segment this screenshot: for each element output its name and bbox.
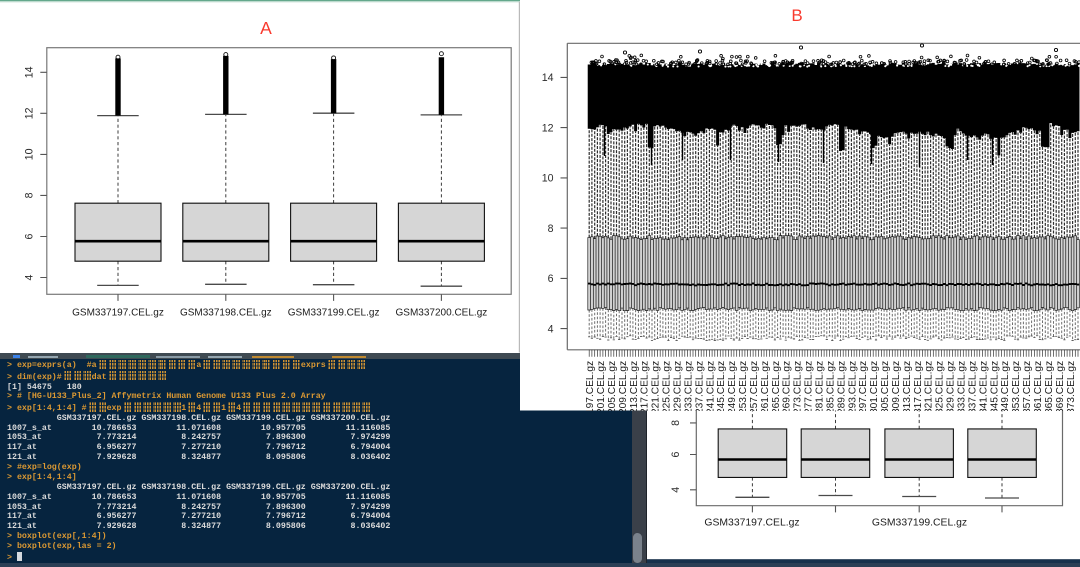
svg-text:GSM337209.CEL.gz: GSM337209.CEL.gz: [618, 361, 629, 411]
svg-text:GSM337289.CEL.gz: GSM337289.CEL.gz: [836, 361, 847, 411]
svg-text:GSM337273.CEL.gz: GSM337273.CEL.gz: [793, 361, 804, 411]
svg-text:GSM337197.CEL.gz: GSM337197.CEL.gz: [585, 361, 596, 411]
svg-text:GSM337297.CEL.gz: GSM337297.CEL.gz: [858, 361, 869, 411]
svg-text:GSM337197.CEL.gz: GSM337197.CEL.gz: [72, 308, 164, 319]
svg-text:GSM337373.CEL.gz: GSM337373.CEL.gz: [1066, 361, 1077, 411]
svg-text:GSM337198.CEL.gz: GSM337198.CEL.gz: [180, 308, 272, 319]
svg-text:GSM337305.CEL.gz: GSM337305.CEL.gz: [880, 361, 891, 411]
svg-text:GSM337317.CEL.gz: GSM337317.CEL.gz: [913, 361, 924, 411]
svg-text:GSM337353.CEL.gz: GSM337353.CEL.gz: [1011, 361, 1022, 411]
svg-text:GSM337309.CEL.gz: GSM337309.CEL.gz: [891, 361, 902, 411]
svg-text:8: 8: [24, 192, 36, 198]
svg-text:GSM337321.CEL.gz: GSM337321.CEL.gz: [924, 361, 935, 411]
svg-text:GSM337249.CEL.gz: GSM337249.CEL.gz: [727, 361, 738, 411]
svg-text:GSM337357.CEL.gz: GSM337357.CEL.gz: [1022, 361, 1033, 411]
svg-text:GSM337365.CEL.gz: GSM337365.CEL.gz: [1044, 361, 1055, 411]
svg-text:GSM337197.CEL.gz: GSM337197.CEL.gz: [704, 517, 799, 528]
svg-text:GSM337225.CEL.gz: GSM337225.CEL.gz: [662, 361, 673, 411]
svg-text:GSM337200.CEL.gz: GSM337200.CEL.gz: [396, 308, 488, 319]
svg-text:A: A: [260, 18, 272, 38]
svg-text:GSM337217.CEL.gz: GSM337217.CEL.gz: [640, 361, 651, 411]
svg-text:GSM337199.CEL.gz: GSM337199.CEL.gz: [871, 517, 966, 528]
svg-text:GSM337245.CEL.gz: GSM337245.CEL.gz: [716, 361, 727, 411]
svg-text:GSM337201.CEL.gz: GSM337201.CEL.gz: [596, 361, 607, 411]
svg-text:GSM337337.CEL.gz: GSM337337.CEL.gz: [967, 361, 978, 411]
svg-text:GSM337199.CEL.gz: GSM337199.CEL.gz: [288, 308, 380, 319]
svg-text:8: 8: [548, 223, 554, 235]
svg-text:10: 10: [542, 173, 554, 185]
svg-text:GSM337369.CEL.gz: GSM337369.CEL.gz: [1055, 361, 1066, 411]
svg-text:GSM337213.CEL.gz: GSM337213.CEL.gz: [629, 361, 640, 411]
svg-text:GSM337229.CEL.gz: GSM337229.CEL.gz: [673, 361, 684, 411]
svg-text:GSM337221.CEL.gz: GSM337221.CEL.gz: [651, 361, 662, 411]
svg-text:GSM337361.CEL.gz: GSM337361.CEL.gz: [1033, 361, 1044, 411]
svg-text:4: 4: [24, 274, 36, 280]
svg-text:GSM337341.CEL.gz: GSM337341.CEL.gz: [978, 361, 989, 411]
svg-text:GSM337265.CEL.gz: GSM337265.CEL.gz: [771, 361, 782, 411]
svg-text:GSM337329.CEL.gz: GSM337329.CEL.gz: [946, 361, 957, 411]
svg-text:GSM337325.CEL.gz: GSM337325.CEL.gz: [935, 361, 946, 411]
svg-text:GSM337269.CEL.gz: GSM337269.CEL.gz: [782, 361, 793, 411]
svg-text:GSM337301.CEL.gz: GSM337301.CEL.gz: [869, 361, 880, 411]
svg-text:GSM337237.CEL.gz: GSM337237.CEL.gz: [694, 361, 705, 411]
svg-text:4: 4: [548, 323, 554, 335]
svg-text:GSM337333.CEL.gz: GSM337333.CEL.gz: [957, 361, 968, 411]
svg-text:GSM337277.CEL.gz: GSM337277.CEL.gz: [804, 361, 815, 411]
svg-text:GSM337253.CEL.gz: GSM337253.CEL.gz: [738, 361, 749, 411]
svg-text:GSM337313.CEL.gz: GSM337313.CEL.gz: [902, 361, 913, 411]
svg-text:GSM337233.CEL.gz: GSM337233.CEL.gz: [683, 361, 694, 411]
svg-text:GSM337257.CEL.gz: GSM337257.CEL.gz: [749, 361, 760, 411]
svg-text:6: 6: [548, 273, 554, 285]
svg-text:GSM337285.CEL.gz: GSM337285.CEL.gz: [825, 361, 836, 411]
svg-text:12: 12: [24, 107, 36, 119]
svg-text:GSM337293.CEL.gz: GSM337293.CEL.gz: [847, 361, 858, 411]
svg-text:14: 14: [24, 66, 36, 78]
svg-text:GSM337205.CEL.gz: GSM337205.CEL.gz: [607, 361, 618, 411]
svg-text:GSM337349.CEL.gz: GSM337349.CEL.gz: [1000, 361, 1011, 411]
svg-text:GSM337281.CEL.gz: GSM337281.CEL.gz: [815, 361, 826, 411]
svg-text:6: 6: [24, 233, 36, 239]
svg-text:6: 6: [669, 451, 681, 457]
svg-text:GSM337261.CEL.gz: GSM337261.CEL.gz: [760, 361, 771, 411]
svg-text:12: 12: [542, 122, 554, 134]
svg-text:B: B: [791, 6, 802, 25]
svg-text:GSM337345.CEL.gz: GSM337345.CEL.gz: [989, 361, 1000, 411]
svg-text:10: 10: [24, 148, 36, 160]
svg-text:GSM337241.CEL.gz: GSM337241.CEL.gz: [705, 361, 716, 411]
svg-text:8: 8: [669, 420, 681, 426]
svg-text:4: 4: [669, 487, 681, 493]
svg-text:14: 14: [542, 72, 554, 84]
